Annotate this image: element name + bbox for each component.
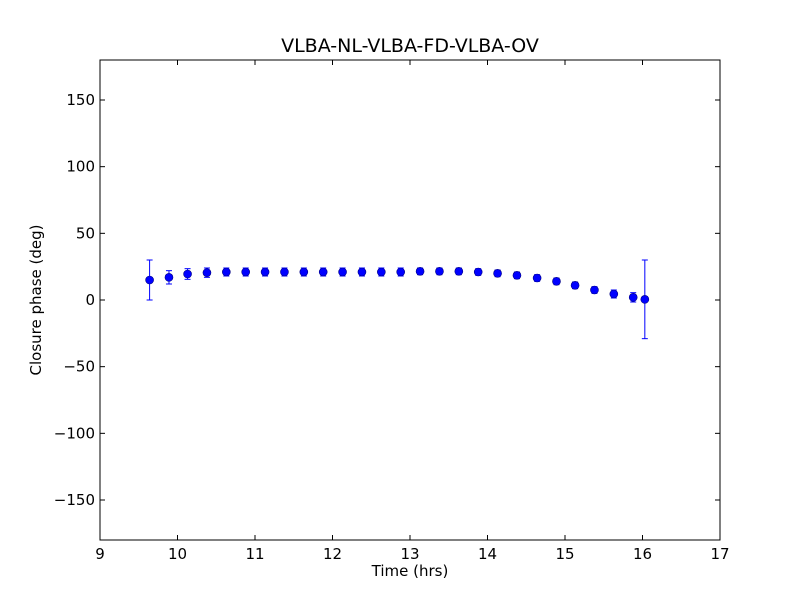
x-tick-label: 16	[633, 545, 652, 563]
x-tick-label: 17	[710, 545, 729, 563]
x-tick-label: 15	[555, 545, 574, 563]
axis-ticks: 9 10 11 12 13 14 15 16 17 150 100 50 0 −50 −100 −150	[54, 60, 730, 563]
x-tick-label: 10	[168, 545, 187, 563]
data-points	[145, 267, 650, 304]
data-point	[552, 277, 561, 286]
plot-area-frame	[99, 59, 721, 541]
data-point	[396, 267, 406, 277]
data-point	[164, 273, 174, 282]
data-point	[454, 267, 464, 276]
y-axis-label: Closure phase (deg)	[27, 225, 45, 376]
y-tick-label: −100	[54, 424, 95, 442]
y-tick-label: 50	[76, 224, 95, 242]
data-point	[609, 289, 619, 299]
data-point	[145, 275, 154, 285]
x-tick-label: 11	[245, 545, 264, 563]
y-tick-label: 100	[66, 158, 95, 176]
x-tick-label: 12	[323, 545, 342, 563]
x-tick-label: 9	[95, 545, 105, 563]
y-tick-label: 150	[66, 91, 95, 109]
data-point	[202, 268, 212, 277]
data-point	[590, 285, 599, 295]
y-tick-label: 0	[85, 291, 95, 309]
data-point	[473, 267, 483, 277]
data-point	[570, 281, 580, 290]
y-tick-label: −50	[63, 358, 95, 376]
data-point	[532, 273, 542, 283]
data-point	[493, 269, 502, 278]
data-point	[241, 267, 250, 277]
data-point	[222, 267, 231, 277]
data-point	[435, 267, 444, 276]
data-point	[357, 267, 367, 277]
x-tick-label: 14	[478, 545, 497, 563]
data-point	[377, 267, 386, 277]
x-axis-label: Time (hrs)	[371, 562, 449, 580]
data-point	[415, 267, 425, 276]
data-point	[628, 293, 638, 302]
data-point	[280, 267, 289, 277]
chart-title: VLBA-NL-VLBA-FD-VLBA-OV	[281, 35, 539, 57]
data-point	[183, 269, 192, 279]
y-tick-label: −150	[54, 491, 95, 509]
x-tick-label: 13	[400, 545, 419, 563]
data-point	[299, 267, 309, 277]
data-point	[338, 267, 347, 277]
data-point	[640, 295, 650, 304]
data-point	[260, 267, 270, 277]
data-point	[512, 271, 522, 280]
data-point	[318, 267, 328, 277]
